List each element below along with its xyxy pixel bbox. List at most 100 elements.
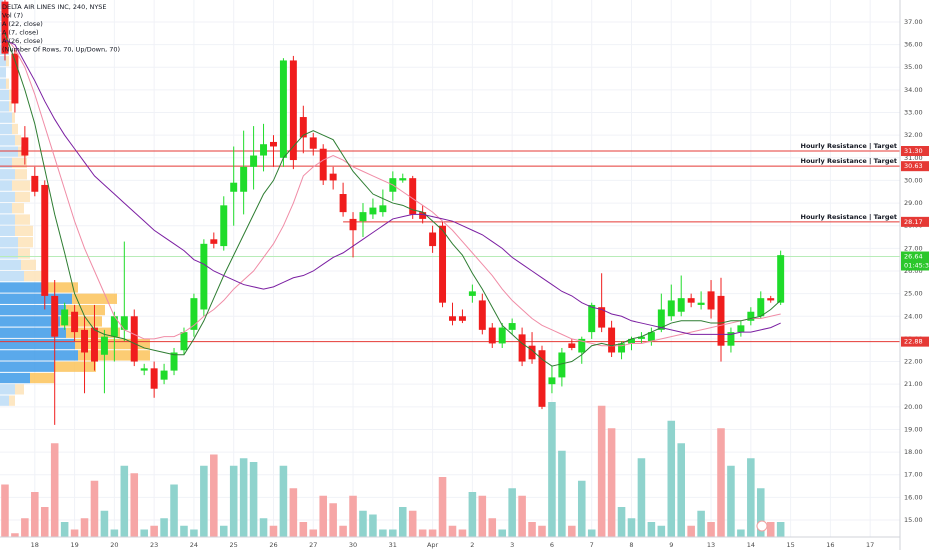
volume-bar	[776, 522, 785, 537]
x-tick-label: 25	[230, 541, 238, 549]
price-axis-bg	[900, 0, 932, 550]
level-badge	[901, 336, 929, 347]
profile-up-bar	[0, 225, 15, 237]
profile-down-bar	[12, 180, 30, 191]
volume-bar	[239, 458, 248, 537]
candle-body	[618, 343, 626, 353]
level-text: Hourly Resistance | Target	[801, 213, 897, 222]
volume-bar	[80, 518, 89, 537]
profile-down-bar	[15, 384, 24, 395]
candle-body	[419, 212, 427, 219]
profile-down-bar	[18, 237, 33, 248]
candle-body	[488, 327, 496, 344]
candle-body	[1, 1, 9, 54]
level-badge-label: 22.88	[904, 338, 923, 346]
volume-bar	[130, 473, 139, 537]
volume-bar	[389, 529, 397, 537]
profile-up-bar	[0, 214, 15, 225]
x-tick-label: 19	[70, 541, 78, 549]
profile-down-bar	[9, 101, 12, 112]
profile-down-bar	[66, 304, 105, 316]
volume-bar	[40, 507, 49, 537]
candle-body	[468, 291, 476, 296]
volume-bar	[677, 443, 685, 537]
profile-down-bar	[75, 338, 150, 350]
legend-item: Vol (7)	[2, 12, 23, 20]
candle-body	[737, 325, 745, 333]
candle-body	[588, 304, 596, 333]
profile-up-bar	[0, 259, 21, 270]
y-tick-label: 37.00	[904, 18, 923, 26]
y-tick-label: 36.00	[904, 41, 923, 49]
candle-body	[458, 316, 466, 321]
volume-bar	[707, 522, 715, 537]
candle-body	[409, 178, 417, 215]
candle-body	[110, 316, 118, 337]
candle-body	[369, 207, 377, 215]
volume-bar	[627, 518, 636, 537]
y-tick-label: 33.00	[904, 109, 923, 117]
y-tick-label: 17.00	[904, 471, 923, 479]
y-tick-label: 22.00	[904, 358, 923, 366]
volume-bar	[279, 465, 288, 537]
volume-bar	[448, 525, 457, 537]
level-badge-label: 31.30	[904, 147, 923, 155]
countdown-label: 01:45:33	[904, 262, 932, 270]
volume-bar	[120, 465, 129, 537]
x-tick-label: Apr	[427, 541, 439, 549]
candle-body	[508, 323, 516, 330]
earnings-icon[interactable]	[756, 520, 768, 532]
candle-body	[598, 307, 606, 328]
candle-body	[697, 302, 705, 305]
volume-bar	[180, 525, 188, 537]
candle-body	[558, 352, 566, 378]
y-tick-label: 19.00	[904, 425, 923, 433]
profile-up-bar	[0, 78, 6, 89]
candle-body	[777, 255, 785, 303]
y-tick-label: 35.00	[904, 63, 923, 71]
volume-bar	[269, 525, 278, 537]
volume-bar	[756, 488, 765, 537]
candle-body	[379, 205, 387, 213]
candle-body	[150, 368, 158, 389]
x-tick-label: 13	[707, 541, 715, 549]
profile-up-bar	[0, 191, 15, 203]
profile-down-bar	[9, 395, 15, 406]
x-tick-label: 16	[826, 541, 834, 549]
volume-bar	[607, 428, 616, 537]
candle-body	[647, 332, 655, 342]
volume-bar	[498, 529, 506, 537]
volume-bar	[747, 458, 755, 537]
axes: 15.00 16.00 17.00 18.00 19.00 20.00 21.00 22.00…	[2, 3, 932, 549]
volume-bar	[21, 518, 29, 537]
candle-body	[21, 137, 29, 156]
volume-bar	[309, 529, 318, 537]
candle-body	[61, 309, 69, 326]
volume-bar	[528, 522, 536, 537]
candle-body	[190, 298, 198, 330]
volume-bar	[160, 518, 168, 537]
candle-body	[270, 141, 277, 147]
profile-up-bar	[0, 316, 60, 327]
candle-body	[289, 60, 297, 161]
candle-body	[667, 300, 675, 317]
level-badge-label: 30.63	[904, 162, 923, 170]
profile-up-bar	[0, 169, 15, 180]
volume-bar	[647, 522, 656, 537]
candle-body	[210, 239, 218, 244]
profile-down-bar	[6, 78, 9, 89]
profile-up-bar	[0, 112, 12, 123]
volume-bar	[369, 514, 377, 537]
profile-up-bar	[0, 304, 66, 316]
volume-bar	[438, 477, 447, 537]
profile-up-bar	[0, 67, 6, 78]
volume-bar	[717, 428, 725, 537]
profile-down-bar	[12, 157, 27, 169]
volume-bar	[597, 405, 606, 537]
profile-down-bar	[12, 203, 24, 214]
x-tick-label: 9	[669, 541, 673, 549]
volume-bar	[727, 465, 735, 537]
volume-bar	[359, 510, 367, 537]
last-price-label: 26.64	[904, 253, 923, 261]
